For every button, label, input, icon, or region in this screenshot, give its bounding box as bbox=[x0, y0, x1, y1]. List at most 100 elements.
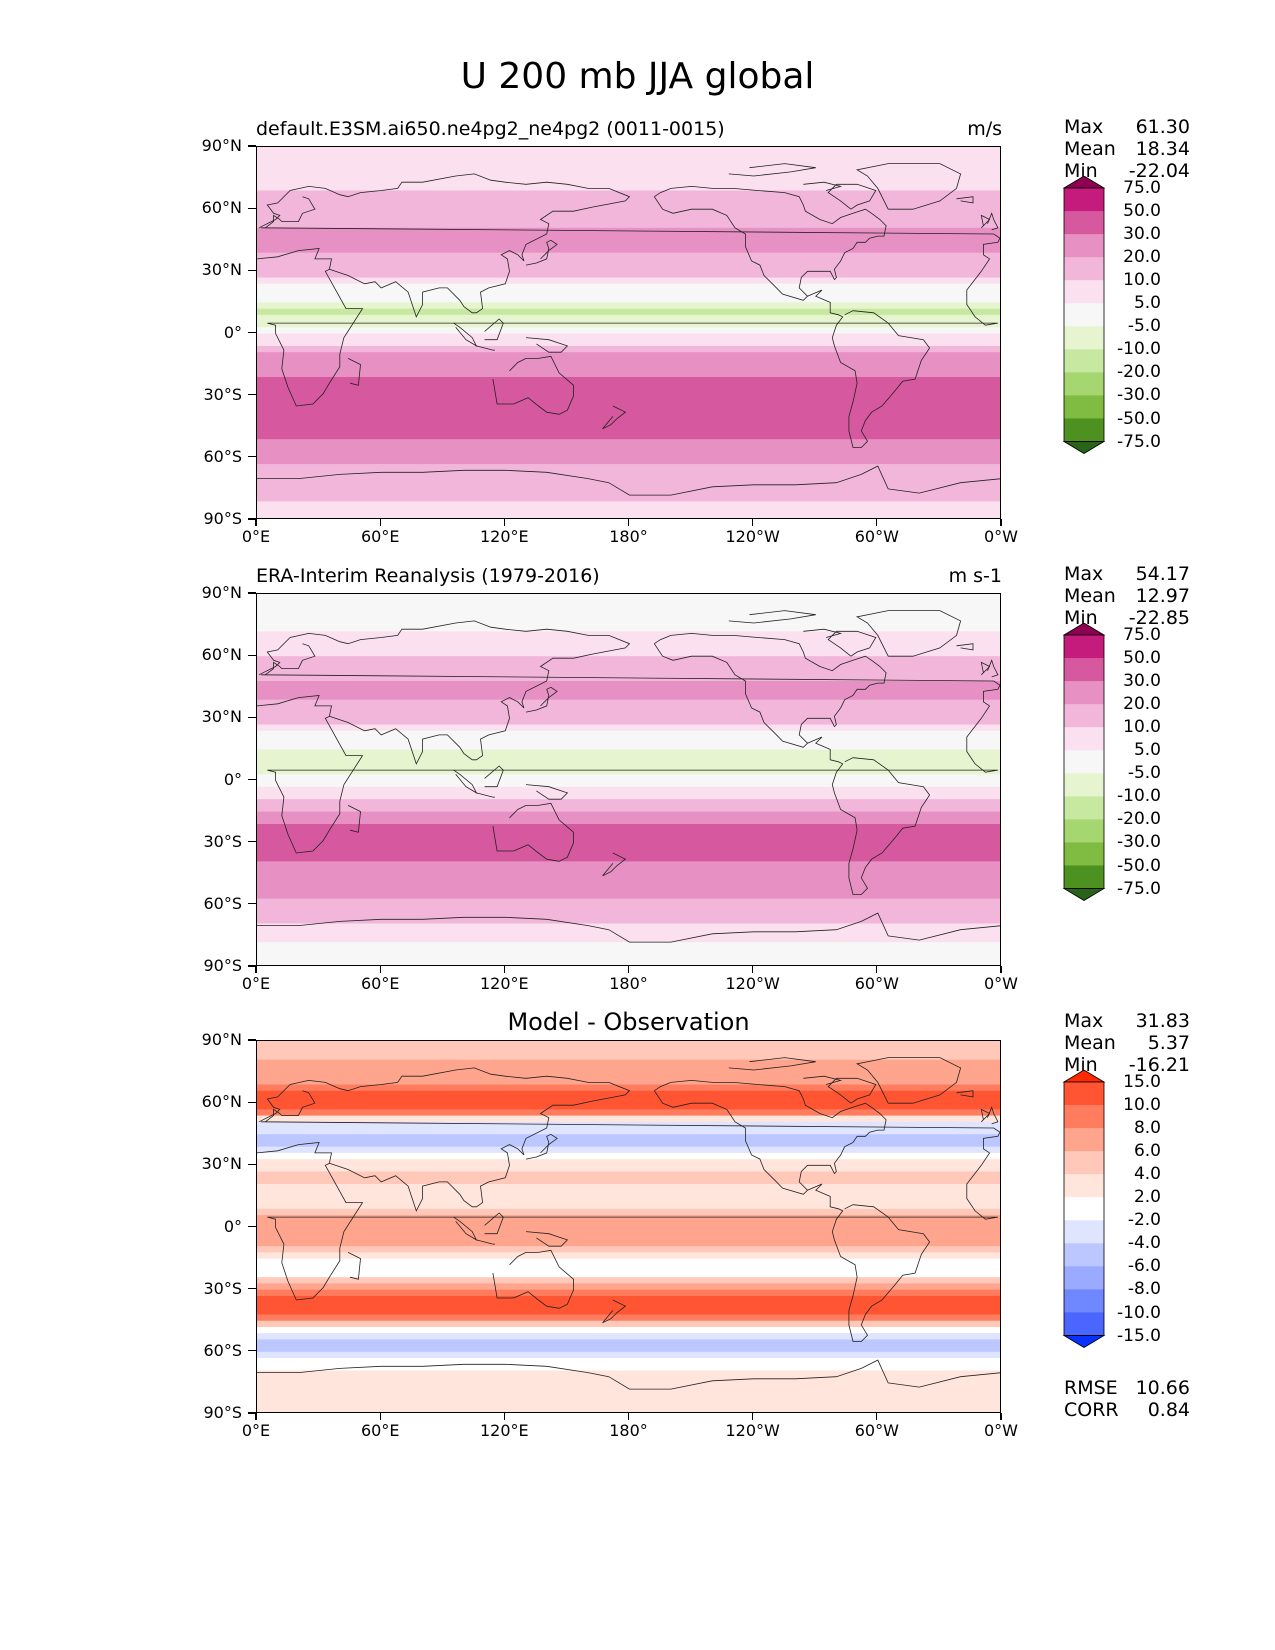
coastline bbox=[257, 1142, 998, 1301]
contour-band bbox=[257, 327, 1000, 335]
contour-band bbox=[257, 948, 1000, 956]
contour-band bbox=[257, 1047, 1000, 1055]
x-tick-label: 60°W bbox=[854, 1421, 899, 1440]
contour-band bbox=[257, 439, 1000, 446]
contour-band bbox=[257, 1190, 1000, 1198]
colorbar-tick-label: 30.0 bbox=[1123, 671, 1161, 692]
contour-band bbox=[257, 464, 1000, 471]
stat-row: Mean 12.97 bbox=[1064, 585, 1190, 607]
colorbar-segment bbox=[1064, 1174, 1104, 1198]
contour-band bbox=[257, 805, 1000, 813]
contour-band bbox=[257, 1333, 1000, 1340]
x-tick-label: 0°E bbox=[241, 1421, 271, 1440]
contour-band bbox=[257, 495, 1000, 502]
coastline bbox=[803, 628, 843, 638]
contour-band bbox=[257, 668, 1000, 676]
coastline bbox=[956, 643, 974, 651]
contour-band bbox=[257, 873, 1000, 881]
contour-band bbox=[257, 643, 1000, 651]
colorbar-segment bbox=[1064, 635, 1104, 659]
contour-band bbox=[257, 414, 1000, 422]
contour-band bbox=[257, 1345, 1000, 1353]
x-tick-label: 120°E bbox=[479, 527, 529, 546]
contour-band bbox=[257, 1358, 1000, 1365]
contour-band bbox=[257, 662, 1000, 670]
y-tick-label: 0° bbox=[223, 322, 242, 342]
contour-band bbox=[257, 867, 1000, 875]
coastline bbox=[261, 1121, 1000, 1154]
contour-band bbox=[257, 271, 1000, 279]
colorbar-tick-label: -10.0 bbox=[1117, 1302, 1161, 1323]
contour-band bbox=[257, 625, 1000, 632]
y-tick-label: 30°N bbox=[201, 260, 242, 280]
stat-label: Mean bbox=[1064, 1032, 1116, 1054]
contour-band bbox=[257, 408, 1000, 415]
x-tick-label: 60°E bbox=[360, 974, 400, 993]
x-tick-label: 60°E bbox=[360, 527, 400, 546]
y-tick-label: 30°S bbox=[203, 1278, 242, 1298]
coastline bbox=[728, 163, 816, 177]
contour-band bbox=[257, 345, 1000, 353]
y-tick-label: 30°N bbox=[201, 1154, 242, 1174]
colorbar-segment bbox=[1064, 1266, 1104, 1290]
coastline bbox=[803, 1075, 843, 1085]
colorbar-segment bbox=[1064, 773, 1104, 797]
x-tick-mark bbox=[1000, 1413, 1002, 1420]
x-tick-label: 120°E bbox=[479, 974, 529, 993]
contour-band bbox=[257, 1072, 1000, 1079]
stat-value: 31.83 bbox=[1135, 1010, 1190, 1032]
map-plot-area bbox=[256, 593, 1001, 966]
contour-band bbox=[257, 954, 1000, 962]
y-tick-label: 30°N bbox=[201, 707, 242, 727]
coastline bbox=[987, 659, 999, 678]
x-tick-label: 60°E bbox=[360, 1421, 400, 1440]
contour-band bbox=[257, 395, 1000, 403]
x-tick-mark bbox=[1000, 519, 1002, 526]
colorbar-tick-label: 10.0 bbox=[1123, 270, 1161, 291]
panel-test: default.E3SM.ai650.ne4pg2_ne4pg2 (0011-0… bbox=[0, 118, 1275, 588]
x-tick-label: 120°E bbox=[479, 1421, 529, 1440]
contour-band bbox=[257, 824, 1000, 831]
x-tick-mark bbox=[627, 519, 630, 526]
y-tick-label: 90°N bbox=[201, 583, 242, 602]
contour-band bbox=[257, 1246, 1000, 1253]
y-tick-label: 90°S bbox=[203, 956, 242, 975]
colorbar-outline bbox=[1063, 634, 1105, 889]
contour-band bbox=[257, 178, 1000, 185]
contour-band bbox=[257, 736, 1000, 744]
contour-band bbox=[257, 1171, 1000, 1179]
x-tick-mark bbox=[503, 519, 505, 526]
contour-band bbox=[257, 476, 1000, 484]
contour-band bbox=[257, 855, 1000, 862]
contour-band bbox=[257, 904, 1000, 912]
colorbar-tick-label: 50.0 bbox=[1123, 201, 1161, 221]
colorbar-segment bbox=[1064, 418, 1104, 442]
stat-row: Max 54.17 bbox=[1064, 563, 1190, 585]
contour-band bbox=[257, 1277, 1000, 1285]
stat-label: Mean bbox=[1064, 585, 1116, 607]
colorbar-segment bbox=[1064, 1105, 1104, 1129]
y-tick-label: 60°N bbox=[201, 1092, 242, 1112]
colorbar-tick-label: 15.0 bbox=[1123, 1072, 1161, 1092]
contour-band bbox=[257, 606, 1000, 614]
colorbar-segment bbox=[1064, 681, 1104, 705]
x-tick-mark bbox=[752, 519, 754, 526]
contour-band bbox=[257, 153, 1000, 161]
y-tick-mark bbox=[248, 331, 256, 334]
colorbar-tick-label: -50.0 bbox=[1117, 855, 1161, 876]
contour-band bbox=[257, 681, 1000, 688]
contour-band bbox=[257, 451, 1000, 459]
contour-band bbox=[257, 1227, 1000, 1235]
x-tick-label: 0°W bbox=[984, 527, 1018, 546]
colorbar-tick-label: -10.0 bbox=[1117, 339, 1161, 360]
contour-band bbox=[257, 743, 1000, 751]
contour-band bbox=[257, 730, 1000, 738]
coastline bbox=[257, 465, 1000, 496]
contour-band bbox=[257, 942, 1000, 949]
stat-label: Max bbox=[1064, 1010, 1104, 1032]
contour-band bbox=[257, 1289, 1000, 1297]
contour-band bbox=[257, 221, 1000, 229]
x-tick-mark bbox=[627, 966, 630, 973]
stat-value: -22.85 bbox=[1128, 607, 1190, 629]
y-tick-mark bbox=[248, 394, 256, 396]
